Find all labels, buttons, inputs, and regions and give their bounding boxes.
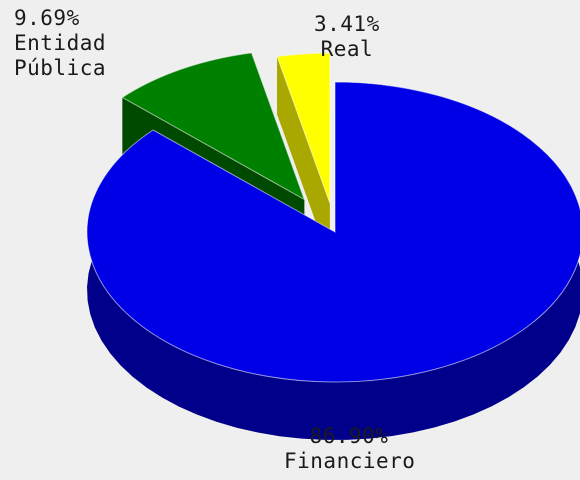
label-real: 3.41% Real [314, 12, 380, 62]
slice-real [276, 52, 331, 204]
label-entidad-percent: 9.69% [14, 6, 80, 30]
label-entidad-publica: 9.69% Entidad Pública [14, 6, 106, 81]
label-real-name: Real [320, 37, 374, 61]
label-financiero-name: Financiero [284, 449, 416, 473]
slice-financiero [86, 81, 580, 383]
slice-entidad-p-blica [121, 52, 306, 201]
label-real-percent: 3.41% [314, 12, 380, 36]
label-financiero-percent: 86.90% [309, 424, 389, 448]
label-entidad-name-2: Pública [14, 56, 107, 80]
label-entidad-name-1: Entidad [14, 31, 107, 55]
label-financiero: 86.90% Financiero [284, 424, 416, 474]
